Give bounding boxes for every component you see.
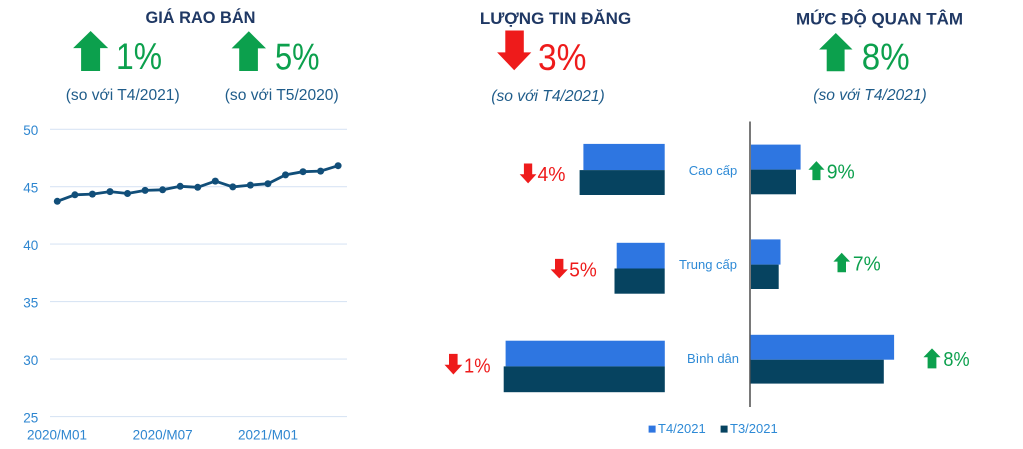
svg-text:50: 50 [23,123,38,138]
svg-text:40: 40 [23,238,38,253]
svg-text:1%: 1% [464,355,491,378]
svg-text:GIÁ RAO BÁN: GIÁ RAO BÁN [146,8,256,27]
svg-text:35: 35 [23,295,38,310]
svg-text:9%: 9% [827,160,855,183]
svg-text:T3/2021: T3/2021 [730,421,778,436]
svg-text:Bình dân: Bình dân [687,351,739,366]
svg-text:25: 25 [23,410,38,425]
svg-text:T4/2021: T4/2021 [658,421,706,436]
svg-text:7%: 7% [853,252,881,275]
svg-text:(so với T5/2020): (so với T5/2020) [225,87,339,104]
svg-text:(so với T4/2021): (so với T4/2021) [813,87,926,104]
svg-text:LƯỢNG TIN ĐĂNG: LƯỢNG TIN ĐĂNG [480,9,631,28]
svg-text:2021/M01: 2021/M01 [238,428,298,443]
svg-text:5%: 5% [569,259,597,282]
svg-text:8%: 8% [862,37,910,78]
svg-text:(so với T4/2021): (so với T4/2021) [66,87,180,104]
svg-text:Trung cấp: Trung cấp [679,257,737,272]
svg-text:2020/M07: 2020/M07 [133,428,193,443]
svg-text:30: 30 [23,353,38,368]
svg-text:4%: 4% [538,163,566,186]
svg-text:1%: 1% [116,36,162,77]
svg-text:(so với T4/2021): (so với T4/2021) [491,88,604,105]
svg-text:2020/M01: 2020/M01 [27,428,87,443]
svg-text:8%: 8% [943,348,969,371]
svg-text:Cao cấp: Cao cấp [689,163,737,178]
svg-text:5%: 5% [275,37,320,78]
svg-text:MỨC ĐỘ QUAN TÂM: MỨC ĐỘ QUAN TÂM [796,10,963,29]
svg-text:3%: 3% [538,37,587,78]
svg-text:45: 45 [23,180,38,195]
